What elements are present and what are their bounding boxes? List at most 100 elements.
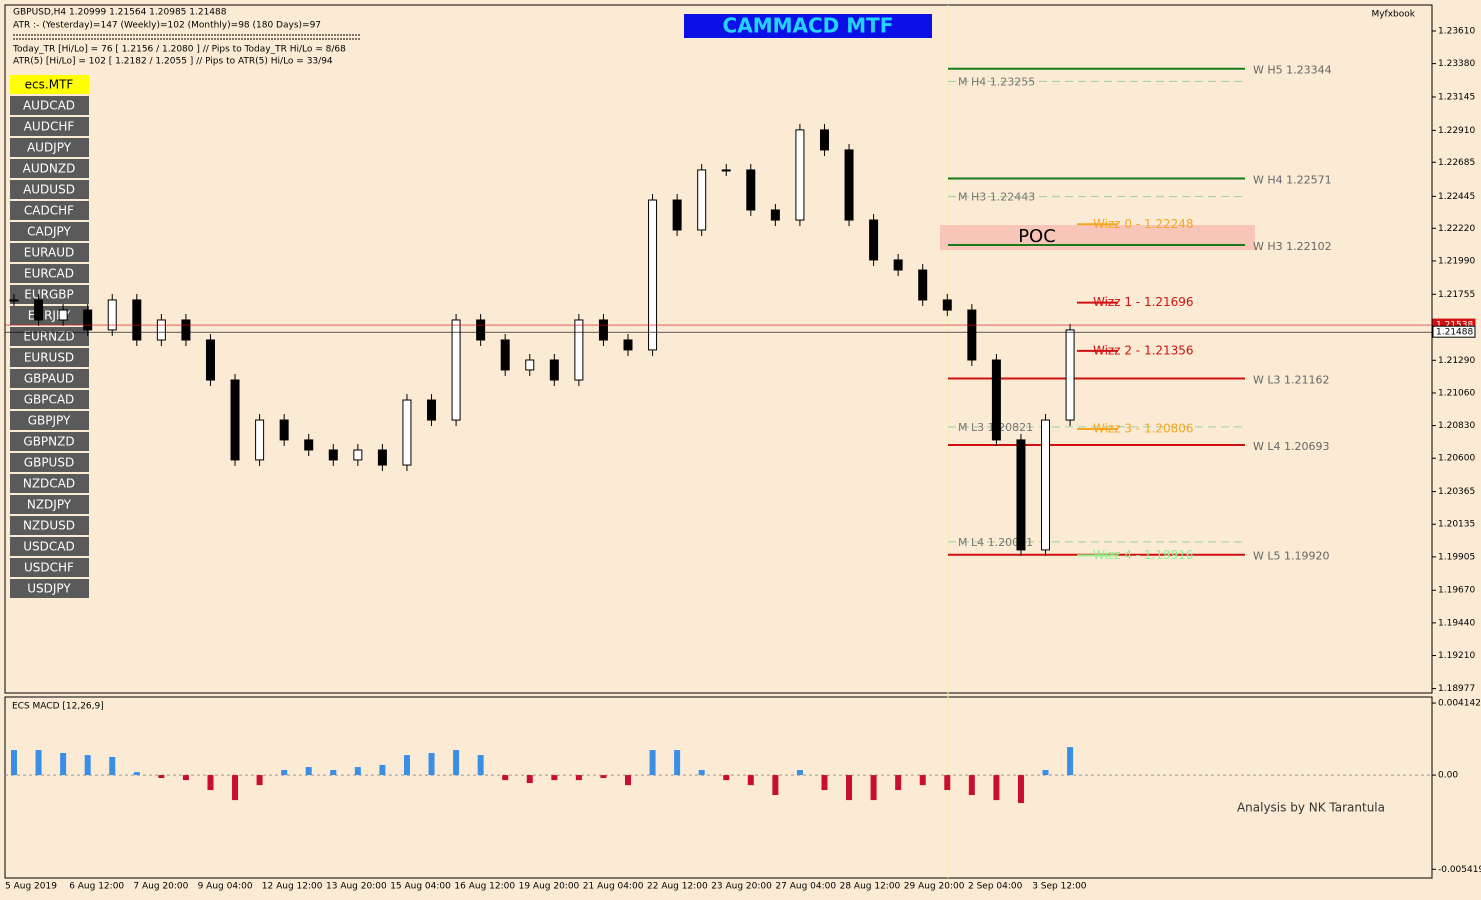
candle-body [574,319,584,381]
symbol-label[interactable]: GBPUSD [24,456,74,470]
symbol-label[interactable]: ecs.MTF [25,78,74,92]
candle-body [402,399,412,466]
candle-body [942,299,952,311]
symbol-button[interactable] [10,222,89,241]
candle-body [869,219,879,261]
histogram-bar [477,755,484,776]
histogram-bar [1042,770,1049,776]
x-tick-label: 6 Aug 12:00 [69,882,124,892]
histogram-bar [1067,747,1074,776]
symbol-label[interactable]: USDCHF [24,561,74,575]
symbol-label[interactable]: EURAUD [24,246,74,260]
symbol-label[interactable]: NZDCAD [23,477,75,491]
annotation: Analysis by NK Tarantula [1237,801,1385,815]
symbol-button[interactable] [10,75,89,94]
symbol-button[interactable] [10,201,89,220]
histogram-bar [354,767,361,776]
symbol-label[interactable]: NZDUSD [23,519,75,533]
histogram-bar [453,750,460,776]
symbol-button[interactable] [10,117,89,136]
symbol-button[interactable] [10,96,89,115]
symbol-button[interactable] [10,474,89,493]
symbol-label[interactable]: GBPAUD [24,372,74,386]
symbol-label[interactable]: AUDCAD [23,99,75,113]
symbol-button[interactable] [10,138,89,157]
symbol-button[interactable] [10,327,89,346]
symbol-button[interactable] [10,285,89,304]
symbol-button[interactable] [10,516,89,535]
symbol-button[interactable] [10,159,89,178]
symbol-button[interactable] [10,453,89,472]
y-tick-label: 1.22910 [1438,126,1475,136]
symbol-button[interactable] [10,243,89,262]
symbol-label[interactable]: CADCHF [24,204,74,218]
symbol-label[interactable]: AUDNZD [23,162,76,176]
symbol-label[interactable]: GBPCAD [24,393,75,407]
symbol-label[interactable]: GBPJPY [28,414,71,428]
wizz-label: Wizz 0 - 1.22248 [1093,217,1194,231]
histogram-bar [772,775,779,796]
candle-body [500,339,510,371]
symbol-label[interactable]: AUDJPY [27,141,72,155]
symbol-button[interactable] [10,306,89,325]
x-tick-label: 28 Aug 12:00 [840,882,901,892]
histogram-bar [256,775,263,786]
symbol-label[interactable]: EURGBP [24,288,73,302]
level-label: W L4 1.20693 [1253,440,1329,453]
macd-title: ECS MACD [12,26,9] [12,702,104,712]
poc-label: POC [1018,226,1056,247]
symbol-label[interactable]: CADJPY [27,225,71,239]
symbol-button[interactable] [10,348,89,367]
symbol-button[interactable] [10,390,89,409]
candle-body [181,319,191,341]
symbol-button[interactable] [10,180,89,199]
symbol-button[interactable] [10,264,89,283]
symbol-label[interactable]: NZDJPY [27,498,72,512]
histogram-bar [846,775,853,801]
symbol-label[interactable]: GBPNZD [23,435,74,449]
x-tick-label: 23 Aug 20:00 [711,882,772,892]
x-tick-label: 22 Aug 12:00 [647,882,708,892]
symbol-label[interactable]: USDJPY [27,582,71,596]
symbol-button[interactable] [10,495,89,514]
symbol-button[interactable] [10,537,89,556]
symbol-button[interactable] [10,558,89,577]
symbol-label[interactable]: EURUSD [24,351,74,365]
candle-body [476,319,486,341]
candle-body [451,319,461,421]
macd-frame [4,696,1433,879]
candle-body [746,169,756,211]
atr-line: ATR :- (Yesterday)=147 (Weekly)=102 (Mon… [13,21,321,31]
level-label: M H3 1.22443 [958,191,1035,204]
histogram-bar [821,775,828,791]
histogram-bar [747,775,754,786]
symbol-label[interactable]: AUDCHF [24,120,75,134]
candle-body [58,309,68,321]
symbol-label[interactable]: EURNZD [23,330,74,344]
symbol-label[interactable]: AUDUSD [23,183,75,197]
candle-body [156,319,166,341]
histogram-bar [600,775,607,779]
price-label: 1.21538 [1436,321,1473,331]
candle-body [893,259,903,271]
candle-body [132,299,142,341]
symbol-line: GBPUSD,H4 1.20999 1.21564 1.20985 1.2148… [13,8,227,18]
symbol-button[interactable] [10,369,89,388]
histogram-bar [133,772,140,776]
histogram-bar [207,775,214,791]
symbol-label[interactable]: USDCAD [23,540,74,554]
symbol-button[interactable] [10,579,89,598]
y-tick-label: 1.23145 [1438,92,1475,102]
candle-body [205,339,215,381]
symbol-label[interactable]: EURCAD [24,267,74,281]
candle-body [279,419,289,441]
histogram-bar [1017,775,1024,804]
symbol-button[interactable] [10,432,89,451]
candle-body [34,299,44,321]
symbol-button[interactable] [10,411,89,430]
histogram-bar [674,750,681,776]
x-tick-label: 29 Aug 20:00 [904,882,965,892]
wizz-label: Wizz 1 - 1.21696 [1093,295,1194,309]
wizz-label: Wizz 4 - 1.19916 [1093,548,1194,562]
